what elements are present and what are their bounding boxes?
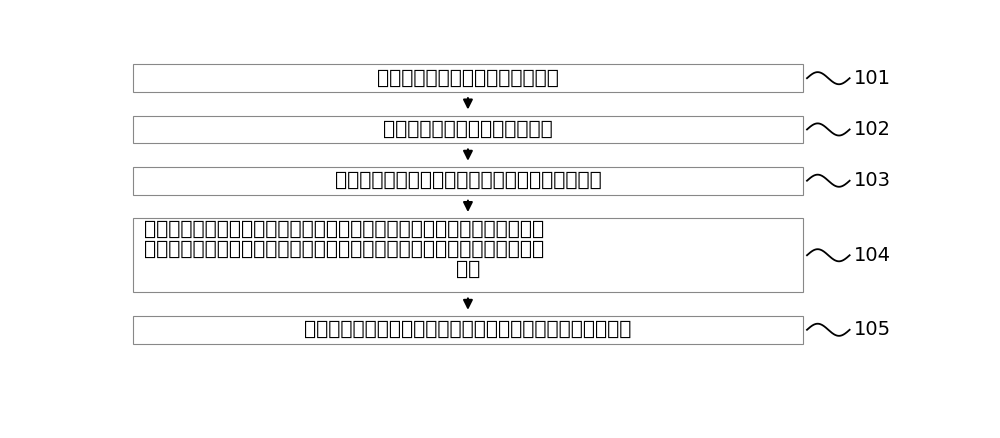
Bar [133, 116, 803, 143]
Text: 在肖特基接触孔内，钝化层的表面和阴极的表面沉积金属钛，形成欧姆金属: 在肖特基接触孔内，钝化层的表面和阴极的表面沉积金属钛，形成欧姆金属 [144, 220, 544, 240]
Text: 结构: 结构 [456, 259, 480, 279]
Text: 制备氮化镓肖特基二极管的阴极: 制备氮化镓肖特基二极管的阴极 [383, 120, 553, 139]
Bar [133, 64, 803, 92]
Text: 在氮化镓外延片的表面沉积钝化层: 在氮化镓外延片的表面沉积钝化层 [377, 69, 559, 88]
Text: 103: 103 [854, 171, 891, 190]
Text: 104: 104 [854, 246, 891, 265]
Text: 101: 101 [854, 69, 891, 88]
Text: 制备氮化镓肖特基二极管的阳极，使欧姆金属结构被阳极包裹: 制备氮化镓肖特基二极管的阳极，使欧姆金属结构被阳极包裹 [304, 320, 632, 339]
Bar [133, 167, 803, 194]
Text: 105: 105 [854, 320, 891, 339]
Bar [133, 316, 803, 344]
Bar [133, 218, 803, 292]
Text: 层；对欧姆金属层进行光刻，刻蚀和退火处理，形成呈栅状结构的欧姆金属: 层；对欧姆金属层进行光刻，刻蚀和退火处理，形成呈栅状结构的欧姆金属 [144, 240, 544, 259]
Text: 在钝化层的中心进行干法刻蚀，形成肖特基接触孔: 在钝化层的中心进行干法刻蚀，形成肖特基接触孔 [335, 171, 601, 190]
Text: 102: 102 [854, 120, 891, 139]
